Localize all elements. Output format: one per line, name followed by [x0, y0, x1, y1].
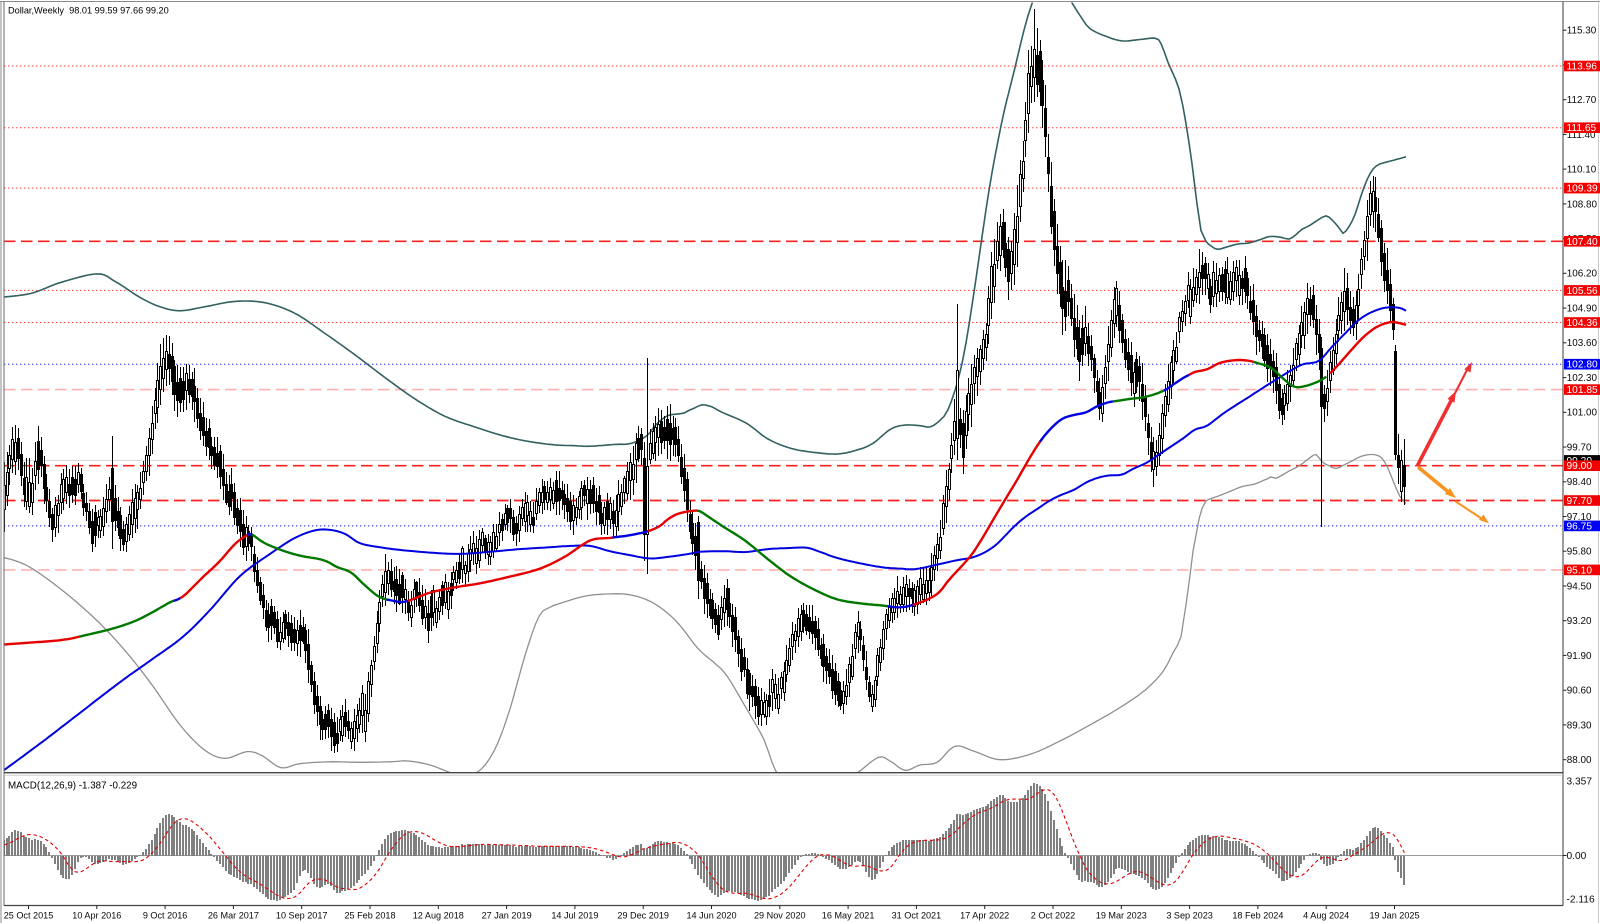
svg-text:29 Nov 2020: 29 Nov 2020: [754, 911, 806, 921]
svg-text:115.30: 115.30: [1567, 26, 1597, 37]
svg-text:111.65: 111.65: [1567, 123, 1597, 134]
svg-text:16 May 2021: 16 May 2021: [822, 911, 875, 921]
svg-text:17 Apr 2022: 17 Apr 2022: [960, 911, 1009, 921]
svg-text:25 Oct 2015: 25 Oct 2015: [4, 911, 54, 921]
svg-text:101.00: 101.00: [1567, 408, 1598, 419]
svg-text:99.70: 99.70: [1567, 442, 1592, 453]
svg-text:-2.116: -2.116: [1567, 895, 1595, 906]
svg-text:106.20: 106.20: [1567, 269, 1598, 280]
svg-text:89.30: 89.30: [1567, 720, 1592, 731]
svg-text:109.39: 109.39: [1567, 184, 1598, 195]
svg-text:101.85: 101.85: [1567, 385, 1598, 396]
svg-text:104.36: 104.36: [1567, 318, 1598, 329]
svg-text:3.357: 3.357: [1567, 777, 1593, 788]
svg-text:Dollar,Weekly 98.01 99.59 97.: Dollar,Weekly 98.01 99.59 97.66 99.20: [8, 6, 169, 16]
svg-text:91.90: 91.90: [1567, 651, 1592, 662]
svg-text:26 Mar 2017: 26 Mar 2017: [208, 911, 259, 921]
svg-text:90.60: 90.60: [1567, 686, 1592, 697]
svg-text:27 Jan 2019: 27 Jan 2019: [482, 911, 532, 921]
svg-text:14 Jul 2019: 14 Jul 2019: [551, 911, 598, 921]
svg-text:104.90: 104.90: [1567, 304, 1598, 315]
svg-text:105.56: 105.56: [1567, 286, 1598, 297]
svg-text:98.40: 98.40: [1567, 477, 1592, 488]
svg-text:MACD(12,26,9) -1.387 -0.229: MACD(12,26,9) -1.387 -0.229: [8, 781, 137, 792]
svg-text:96.75: 96.75: [1567, 521, 1593, 532]
svg-text:0.00: 0.00: [1567, 851, 1587, 862]
svg-text:102.30: 102.30: [1567, 373, 1598, 384]
svg-text:112.70: 112.70: [1567, 95, 1597, 106]
svg-text:94.50: 94.50: [1567, 581, 1592, 592]
svg-text:19 Jan 2025: 19 Jan 2025: [1369, 911, 1419, 921]
svg-text:10 Apr 2016: 10 Apr 2016: [72, 911, 121, 921]
svg-text:9 Oct 2016: 9 Oct 2016: [143, 911, 188, 921]
svg-text:102.80: 102.80: [1567, 360, 1598, 371]
svg-text:113.96: 113.96: [1567, 62, 1598, 73]
svg-text:31 Oct 2021: 31 Oct 2021: [892, 911, 942, 921]
svg-text:95.80: 95.80: [1567, 547, 1592, 558]
svg-text:3 Sep 2023: 3 Sep 2023: [1166, 911, 1213, 921]
svg-text:14 Jun 2020: 14 Jun 2020: [686, 911, 736, 921]
svg-text:25 Feb 2018: 25 Feb 2018: [344, 911, 395, 921]
svg-text:95.10: 95.10: [1567, 565, 1593, 576]
svg-text:10 Sep 2017: 10 Sep 2017: [276, 911, 328, 921]
svg-text:108.80: 108.80: [1567, 199, 1598, 210]
svg-text:18 Feb 2024: 18 Feb 2024: [1232, 911, 1283, 921]
svg-text:110.10: 110.10: [1567, 165, 1597, 176]
svg-text:93.20: 93.20: [1567, 616, 1592, 627]
svg-text:103.60: 103.60: [1567, 338, 1598, 349]
svg-text:29 Dec 2019: 29 Dec 2019: [617, 911, 669, 921]
svg-text:2 Oct 2022: 2 Oct 2022: [1031, 911, 1076, 921]
svg-text:97.10: 97.10: [1567, 512, 1592, 523]
svg-text:12 Aug 2018: 12 Aug 2018: [413, 911, 464, 921]
svg-text:4 Aug 2024: 4 Aug 2024: [1303, 911, 1349, 921]
svg-text:88.00: 88.00: [1567, 755, 1592, 766]
svg-text:111.40: 111.40: [1567, 130, 1596, 141]
svg-text:97.70: 97.70: [1567, 496, 1593, 507]
svg-text:19 Mar 2023: 19 Mar 2023: [1096, 911, 1147, 921]
svg-text:99.00: 99.00: [1567, 461, 1593, 472]
svg-text:107.40: 107.40: [1567, 237, 1598, 248]
